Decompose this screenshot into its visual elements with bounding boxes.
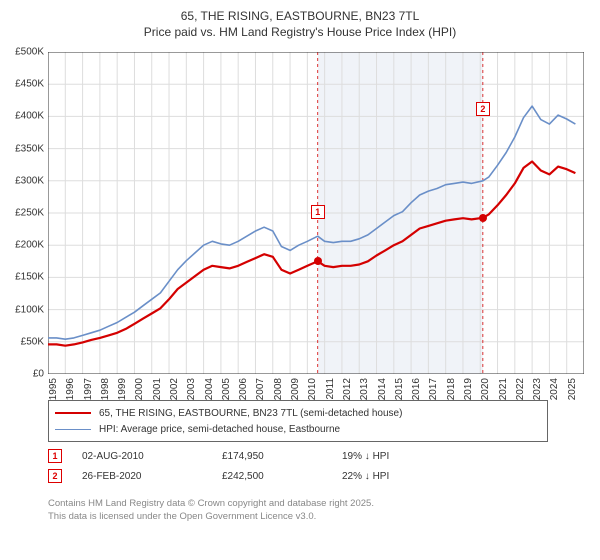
sale-price-2: £242,500 <box>222 471 342 482</box>
sale-row-2: 2 26-FEB-2020 £242,500 22% ↓ HPI <box>48 466 462 486</box>
xtick: 1999 <box>117 378 128 400</box>
xtick: 2015 <box>394 378 405 400</box>
sale-marker-box: 1 <box>311 205 325 219</box>
xtick: 2010 <box>307 378 318 400</box>
ytick: £150K <box>15 272 44 283</box>
xtick: 2020 <box>480 378 491 400</box>
xtick: 2000 <box>134 378 145 400</box>
xtick: 2016 <box>411 378 422 400</box>
legend-swatch-hpi <box>55 429 91 430</box>
xtick: 2002 <box>169 378 180 400</box>
title-subtitle: Price paid vs. HM Land Registry's House … <box>10 24 590 40</box>
xtick: 2006 <box>238 378 249 400</box>
xtick: 2011 <box>325 378 336 400</box>
legend-swatch-property <box>55 412 91 414</box>
footer: Contains HM Land Registry data © Crown c… <box>48 498 374 524</box>
xtick: 2019 <box>463 378 474 400</box>
xtick: 2008 <box>273 378 284 400</box>
sale-marker-box: 2 <box>476 102 490 116</box>
legend-box: 65, THE RISING, EASTBOURNE, BN23 7TL (se… <box>48 400 548 442</box>
legend-label-property: 65, THE RISING, EASTBOURNE, BN23 7TL (se… <box>99 408 402 419</box>
sale-point-dot <box>314 257 322 265</box>
chart-area: £0£50K£100K£150K£200K£250K£300K£350K£400… <box>48 52 584 374</box>
footer-line2: This data is licensed under the Open Gov… <box>48 511 374 524</box>
xtick: 2005 <box>221 378 232 400</box>
ytick: £300K <box>15 175 44 186</box>
xtick: 2007 <box>255 378 266 400</box>
xtick: 1996 <box>65 378 76 400</box>
xtick: 2025 <box>567 378 578 400</box>
ytick: £0 <box>33 369 44 380</box>
legend-row-hpi: HPI: Average price, semi-detached house,… <box>55 421 541 437</box>
ytick: £200K <box>15 240 44 251</box>
sale-price-1: £174,950 <box>222 451 342 462</box>
chart-title-block: 65, THE RISING, EASTBOURNE, BN23 7TL Pri… <box>0 0 600 46</box>
xtick: 2001 <box>152 378 163 400</box>
xtick: 1997 <box>83 378 94 400</box>
xtick: 2018 <box>446 378 457 400</box>
ytick: £250K <box>15 208 44 219</box>
xtick: 2024 <box>549 378 560 400</box>
xtick: 2017 <box>428 378 439 400</box>
xtick: 2023 <box>532 378 543 400</box>
legend-label-hpi: HPI: Average price, semi-detached house,… <box>99 424 340 435</box>
xtick: 2014 <box>377 378 388 400</box>
ytick: £100K <box>15 304 44 315</box>
legend-row-property: 65, THE RISING, EASTBOURNE, BN23 7TL (se… <box>55 405 541 421</box>
sale-diff-1: 19% ↓ HPI <box>342 451 462 462</box>
ytick: £400K <box>15 111 44 122</box>
sale-marker-2: 2 <box>48 469 62 483</box>
xtick: 2013 <box>359 378 370 400</box>
title-address: 65, THE RISING, EASTBOURNE, BN23 7TL <box>10 8 590 24</box>
xtick: 1995 <box>48 378 59 400</box>
xtick: 2009 <box>290 378 301 400</box>
sale-point-dot <box>479 214 487 222</box>
xtick: 2012 <box>342 378 353 400</box>
sale-date-2: 26-FEB-2020 <box>82 471 222 482</box>
xtick: 2021 <box>498 378 509 400</box>
footer-line1: Contains HM Land Registry data © Crown c… <box>48 498 374 511</box>
xtick: 1998 <box>100 378 111 400</box>
xtick: 2004 <box>204 378 215 400</box>
ytick: £350K <box>15 143 44 154</box>
ytick: £450K <box>15 79 44 90</box>
sale-date-1: 02-AUG-2010 <box>82 451 222 462</box>
sales-table: 1 02-AUG-2010 £174,950 19% ↓ HPI 2 26-FE… <box>48 446 462 486</box>
sale-marker-1: 1 <box>48 449 62 463</box>
sale-diff-2: 22% ↓ HPI <box>342 471 462 482</box>
ytick: £500K <box>15 47 44 58</box>
xtick: 2003 <box>186 378 197 400</box>
sale-row-1: 1 02-AUG-2010 £174,950 19% ↓ HPI <box>48 446 462 466</box>
ytick: £50K <box>21 336 44 347</box>
xtick: 2022 <box>515 378 526 400</box>
